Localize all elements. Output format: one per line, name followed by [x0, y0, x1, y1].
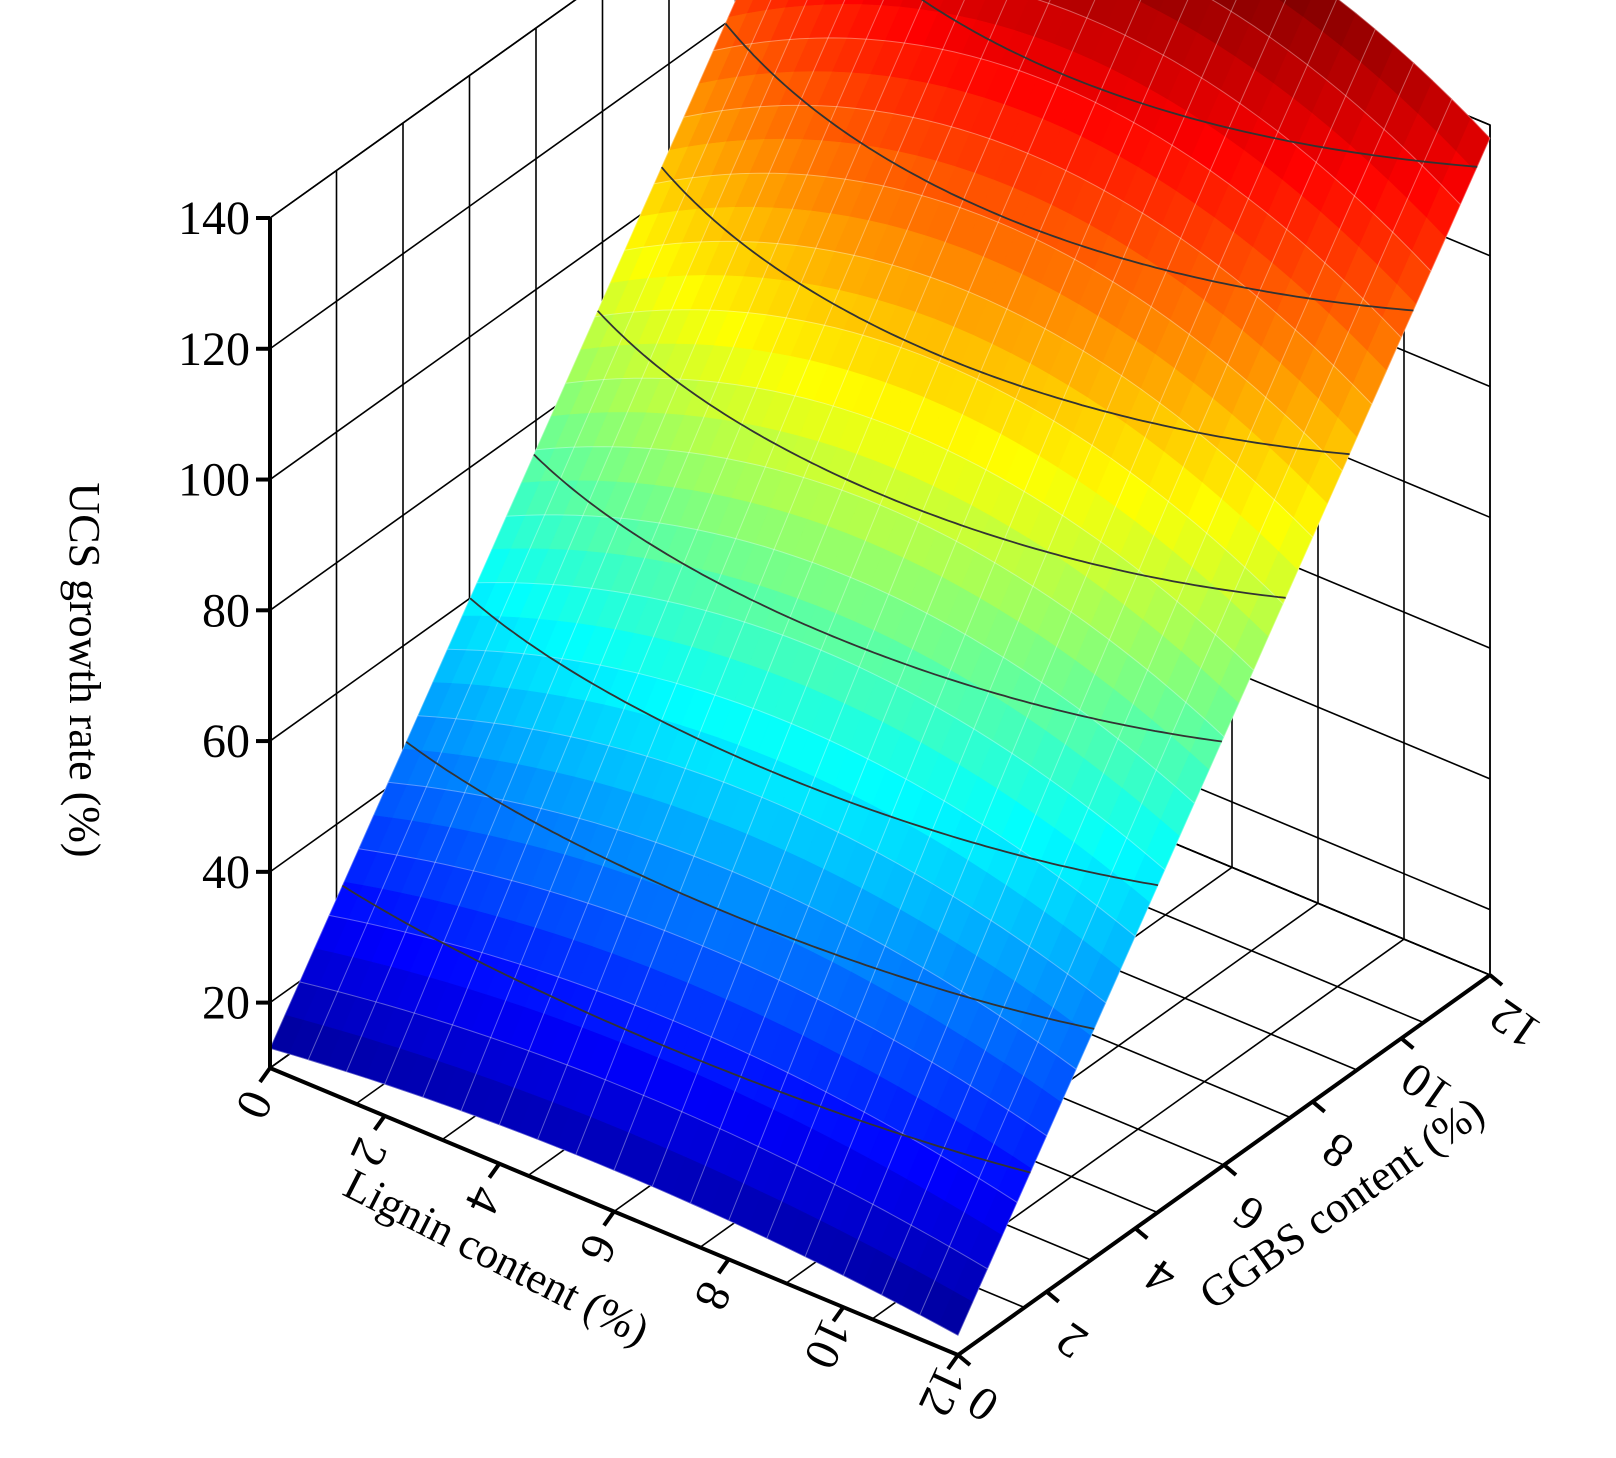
- grid-line: [269, 0, 760, 350]
- contour-line: [469, 597, 1159, 887]
- mesh-line: [613, 0, 1096, 1171]
- y-tick-mark: [1222, 1163, 1238, 1177]
- mesh-line: [384, 0, 846, 1085]
- contour-line: [660, 166, 1350, 456]
- mesh-line: [595, 309, 1284, 605]
- x-tick-label: 0: [225, 1082, 283, 1126]
- mesh-line: [881, 62, 1415, 1296]
- x-tick-mark: [487, 1162, 501, 1179]
- mesh-line: [345, 0, 808, 1072]
- mesh-line: [537, 0, 1008, 1140]
- mesh-line: [651, 0, 1142, 1187]
- mesh-line: [422, 0, 884, 1098]
- mesh-line: [1037, 0, 1432, 272]
- y-tick-mark: [1134, 1226, 1149, 1240]
- mesh-line: [766, 0, 1287, 1239]
- mesh-line: [388, 781, 1077, 1070]
- x-tick-mark: [717, 1258, 731, 1275]
- mesh-line: [842, 28, 1376, 1276]
- grid-line: [269, 0, 577, 219]
- x-tick-mark: [831, 1306, 845, 1323]
- mesh-line: [728, 0, 1237, 1221]
- surface-mesh: [269, 0, 1491, 1336]
- mesh-line: [417, 715, 1107, 1004]
- mesh-line: [1211, 0, 1461, 205]
- z-tick-label: 20: [202, 977, 250, 1030]
- mesh-line: [535, 446, 1225, 738]
- x-tick-mark: [258, 1066, 272, 1084]
- mesh-line: [957, 137, 1491, 1336]
- mesh-line: [358, 848, 1047, 1137]
- mesh-line: [460, 0, 924, 1111]
- z-tick-label: 40: [202, 846, 250, 899]
- contour-line: [724, 22, 1414, 312]
- mesh-line: [299, 981, 988, 1270]
- mesh-line: [269, 0, 737, 1049]
- mesh-line: [498, 0, 965, 1126]
- mesh-line: [329, 914, 1018, 1203]
- x-tick-label: 8: [684, 1274, 742, 1318]
- contour-line: [597, 310, 1286, 599]
- contour-line: [341, 884, 1031, 1174]
- y-tick-label: 4: [1135, 1248, 1185, 1305]
- z-tick-label: 100: [178, 454, 250, 507]
- mesh-line: [565, 377, 1254, 671]
- x-tick-label: 6: [569, 1226, 627, 1270]
- mesh-line: [919, 98, 1453, 1316]
- response-surface: [269, 0, 1491, 1336]
- contour-line: [533, 453, 1223, 743]
- z-tick-label: 140: [178, 192, 250, 245]
- z-tick-label: 60: [202, 715, 250, 768]
- mesh-line: [1338, 0, 1491, 139]
- mesh-line: [269, 1047, 959, 1336]
- y-tick-mark: [1311, 1100, 1326, 1114]
- mesh-line: [683, 104, 1373, 405]
- contour-line: [405, 741, 1095, 1030]
- mesh-line: [689, 0, 1189, 1204]
- mesh-line: [506, 514, 1195, 804]
- x-tick-mark: [602, 1210, 616, 1227]
- z-axis-label: UCS growth rate (%): [60, 482, 109, 857]
- y-tick-mark: [1400, 1036, 1415, 1050]
- z-tick-label: 120: [178, 323, 250, 376]
- mesh-line: [654, 172, 1343, 472]
- y-tick-mark: [956, 1353, 972, 1367]
- y-tick-label: 12: [1480, 988, 1550, 1059]
- x-tick-mark: [946, 1353, 960, 1371]
- x-tick-mark: [373, 1114, 387, 1131]
- mesh-line: [307, 0, 772, 1060]
- contour-line: [920, 0, 1478, 168]
- x-tick-label: 10: [793, 1311, 861, 1377]
- contour-lines: [341, 0, 1478, 1174]
- y-tick-label: 2: [1047, 1312, 1097, 1369]
- mesh-line: [476, 581, 1166, 871]
- mesh-line: [575, 0, 1051, 1155]
- y-tick-mark: [1045, 1290, 1060, 1304]
- surface-patch: [938, 1290, 974, 1336]
- mesh-line: [447, 648, 1136, 937]
- z-tick-label: 80: [202, 584, 250, 637]
- y-tick-mark: [1488, 973, 1504, 987]
- mesh-line: [713, 37, 1402, 338]
- mesh-line: [804, 0, 1337, 1257]
